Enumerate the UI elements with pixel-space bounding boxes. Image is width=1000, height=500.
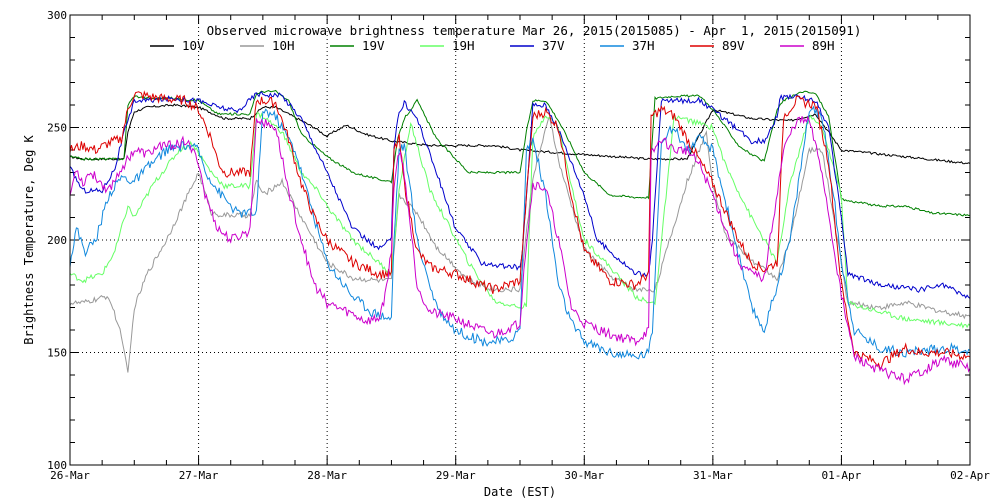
legend-label-89v: 89V — [722, 38, 745, 53]
y-tick-label: 250 — [47, 122, 67, 135]
x-tick-label: 27-Mar — [179, 469, 219, 482]
tick-label-layer: 100 150 200 250 300 26-Mar 27-Mar 28-Mar 29-Mar 3… — [47, 9, 990, 482]
series-line-10v — [69, 103, 971, 165]
x-tick-label: 30-Mar — [564, 469, 604, 482]
minor-tick-layer — [69, 14, 971, 466]
y-tick-label: 150 — [47, 347, 67, 360]
series-line-89h — [69, 115, 971, 386]
legend: 10V 10H 19V 19H 37V 37H 89V 89H — [150, 38, 835, 53]
x-tick-label: 26-Mar — [50, 469, 90, 482]
y-tick-label: 200 — [47, 234, 67, 247]
chart-title: Observed microwave brightness temperatur… — [207, 23, 862, 38]
series-line-10h — [69, 115, 971, 373]
series-line-37h — [69, 105, 971, 360]
series-line-89v — [69, 90, 971, 370]
legend-label-10h: 10H — [272, 38, 295, 53]
x-axis-label: Date (EST) — [484, 485, 556, 499]
y-tick-label: 100 — [47, 459, 67, 472]
series-line-19h — [69, 111, 971, 329]
legend-label-10v: 10V — [182, 38, 205, 53]
series-layer — [69, 89, 971, 386]
x-tick-label: 28-Mar — [307, 469, 347, 482]
legend-label-19v: 19V — [362, 38, 385, 53]
series-line-19v — [69, 89, 971, 217]
legend-label-37h: 37H — [632, 38, 655, 53]
x-tick-label: 29-Mar — [436, 469, 476, 482]
x-tick-label: 01-Apr — [822, 469, 862, 482]
legend-label-19h: 19H — [452, 38, 475, 53]
series-line-37v — [69, 91, 971, 299]
y-axis-label: Brightness Temperature, Deg K — [22, 134, 36, 344]
y-tick-label: 300 — [47, 9, 67, 22]
legend-label-37v: 37V — [542, 38, 565, 53]
x-tick-label: 02-Apr — [950, 469, 990, 482]
plot-frame — [69, 14, 971, 466]
x-tick-label: 31-Mar — [693, 469, 733, 482]
legend-label-89h: 89H — [812, 38, 835, 53]
